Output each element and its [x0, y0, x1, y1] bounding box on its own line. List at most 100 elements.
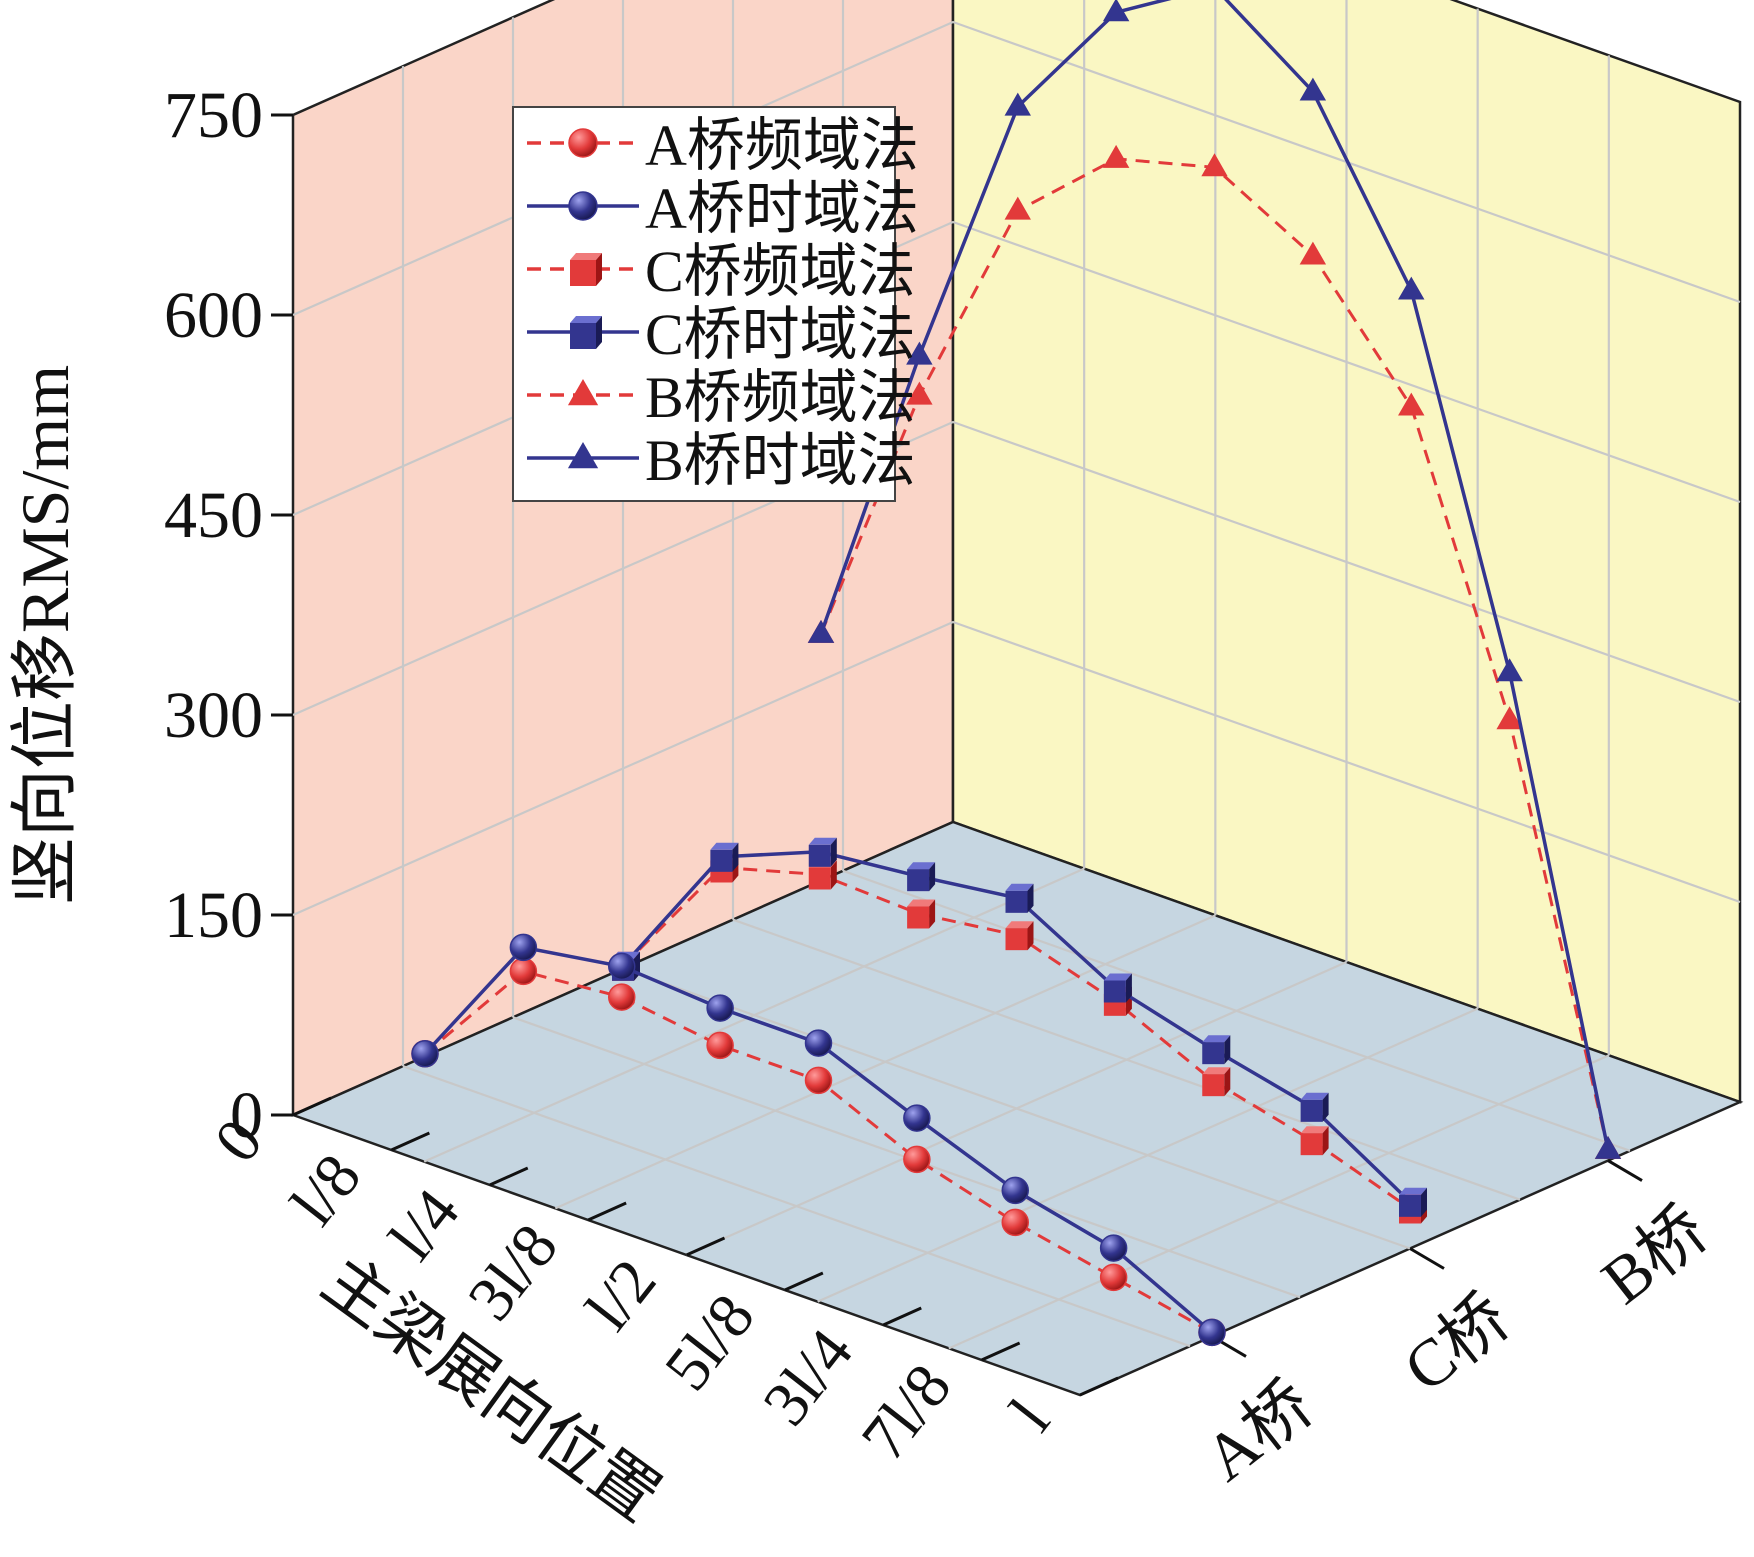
- y-axis-title: 竖向位移RMS/mm: [7, 365, 83, 905]
- series-B桥时域法: [807, 0, 1622, 1159]
- z-tick-mark: [1607, 1159, 1643, 1182]
- data-point: [1496, 658, 1523, 682]
- legend-label: B桥时域法: [645, 428, 916, 493]
- data-point: [1398, 276, 1425, 300]
- x-tick-mark: [1079, 1376, 1119, 1397]
- x-tick-label: 3l/4: [749, 1316, 866, 1438]
- x-tick-mark: [784, 1271, 824, 1292]
- data-point: [608, 983, 636, 1011]
- y-tick-label: 300: [164, 679, 263, 752]
- legend-label: A桥频域法: [645, 113, 919, 178]
- floor-gridline-x: [686, 960, 1347, 1257]
- data-point: [903, 1145, 931, 1174]
- data-point: [1001, 1208, 1029, 1237]
- legend-item: B桥频域法: [527, 365, 916, 430]
- y-tick-label: 600: [164, 279, 263, 352]
- legend-label: C桥频域法: [645, 239, 916, 304]
- x-tick-label: l: [996, 1386, 1063, 1444]
- legend-marker: [570, 253, 602, 286]
- data-point: [1001, 1176, 1029, 1205]
- data-point: [1099, 1263, 1128, 1292]
- data-point: [1300, 1126, 1329, 1156]
- legend-item: C桥时域法: [527, 302, 916, 367]
- y-tick-label: 450: [164, 479, 263, 552]
- x-tick-mark: [587, 1201, 627, 1222]
- legend-item: B桥时域法: [527, 428, 916, 493]
- data-point: [808, 837, 837, 867]
- chart-series: [411, 0, 1622, 1347]
- series-A桥时域法: [411, 933, 1226, 1347]
- data-point: [706, 1031, 734, 1060]
- y-tick-label: 0: [230, 1079, 263, 1152]
- data-point: [907, 862, 936, 892]
- x-tick-label: 3l/8: [454, 1211, 571, 1333]
- data-point: [1102, 144, 1130, 168]
- legend-marker: [568, 128, 598, 158]
- x-tick-mark: [292, 1096, 332, 1117]
- z-tick-label: B桥: [1589, 1193, 1721, 1318]
- legend-marker: [567, 441, 599, 469]
- data-point: [411, 1039, 439, 1068]
- x-tick-label: l/2: [572, 1246, 670, 1343]
- data-point: [509, 957, 538, 986]
- floor-gridline-x: [554, 914, 1216, 1210]
- data-point: [1099, 1234, 1128, 1262]
- z-tick-label: A桥: [1192, 1368, 1327, 1496]
- data-point: [1299, 77, 1327, 101]
- series-line: [819, 0, 1610, 1151]
- floor-gridline-x: [948, 1054, 1610, 1350]
- x-tick-label: l/4: [375, 1176, 473, 1273]
- data-point: [906, 341, 933, 365]
- y-tick-label: 150: [164, 879, 263, 952]
- data-point: [804, 1029, 833, 1057]
- y-tick-label: 750: [164, 79, 263, 152]
- data-point: [1102, 0, 1130, 22]
- data-point: [1103, 973, 1132, 1003]
- data-point: [804, 1066, 833, 1095]
- x-tick-mark: [685, 1236, 726, 1257]
- legend-marker: [567, 378, 599, 406]
- legend-label: A桥时域法: [645, 176, 919, 241]
- data-point: [710, 842, 739, 872]
- data-point: [1004, 196, 1031, 220]
- data-point: [1496, 706, 1523, 730]
- x-tick-label: 7l/8: [847, 1351, 964, 1473]
- z-tick-label: C桥: [1391, 1281, 1523, 1406]
- data-point: [1202, 1067, 1231, 1097]
- series-A桥频域法: [411, 957, 1226, 1347]
- legend-label: B桥频域法: [645, 365, 916, 430]
- series-C桥时域法: [612, 837, 1427, 1217]
- legend-item: A桥时域法: [527, 176, 919, 241]
- data-point: [608, 952, 636, 981]
- legend-marker: [570, 316, 602, 349]
- x-tick-label: l/8: [277, 1141, 375, 1238]
- data-point: [906, 381, 933, 405]
- x-tick-mark: [981, 1341, 1021, 1362]
- data-point: [1202, 1035, 1231, 1065]
- x-tick-mark: [882, 1306, 922, 1327]
- legend-label: C桥时域法: [645, 302, 916, 367]
- data-point: [1005, 883, 1034, 913]
- x-tick-mark: [489, 1166, 529, 1187]
- data-point: [509, 933, 538, 962]
- data-point: [1300, 1092, 1329, 1122]
- legend-marker: [568, 191, 598, 221]
- data-point: [1201, 153, 1228, 177]
- data-point: [1004, 92, 1031, 116]
- data-point: [1198, 1318, 1226, 1347]
- legend-item: C桥频域法: [527, 239, 916, 304]
- data-point: [903, 1104, 931, 1132]
- floor-gridline-x: [423, 867, 1085, 1163]
- x-tick-label: 5l/8: [651, 1281, 768, 1403]
- data-point: [1594, 1135, 1622, 1159]
- z-tick-mark: [1409, 1247, 1445, 1270]
- x-tick-mark: [390, 1131, 430, 1152]
- floor-gridline-x: [817, 1007, 1479, 1303]
- legend-box: [512, 106, 896, 502]
- data-point: [807, 619, 835, 643]
- data-point: [706, 994, 734, 1022]
- data-point: [1299, 241, 1327, 265]
